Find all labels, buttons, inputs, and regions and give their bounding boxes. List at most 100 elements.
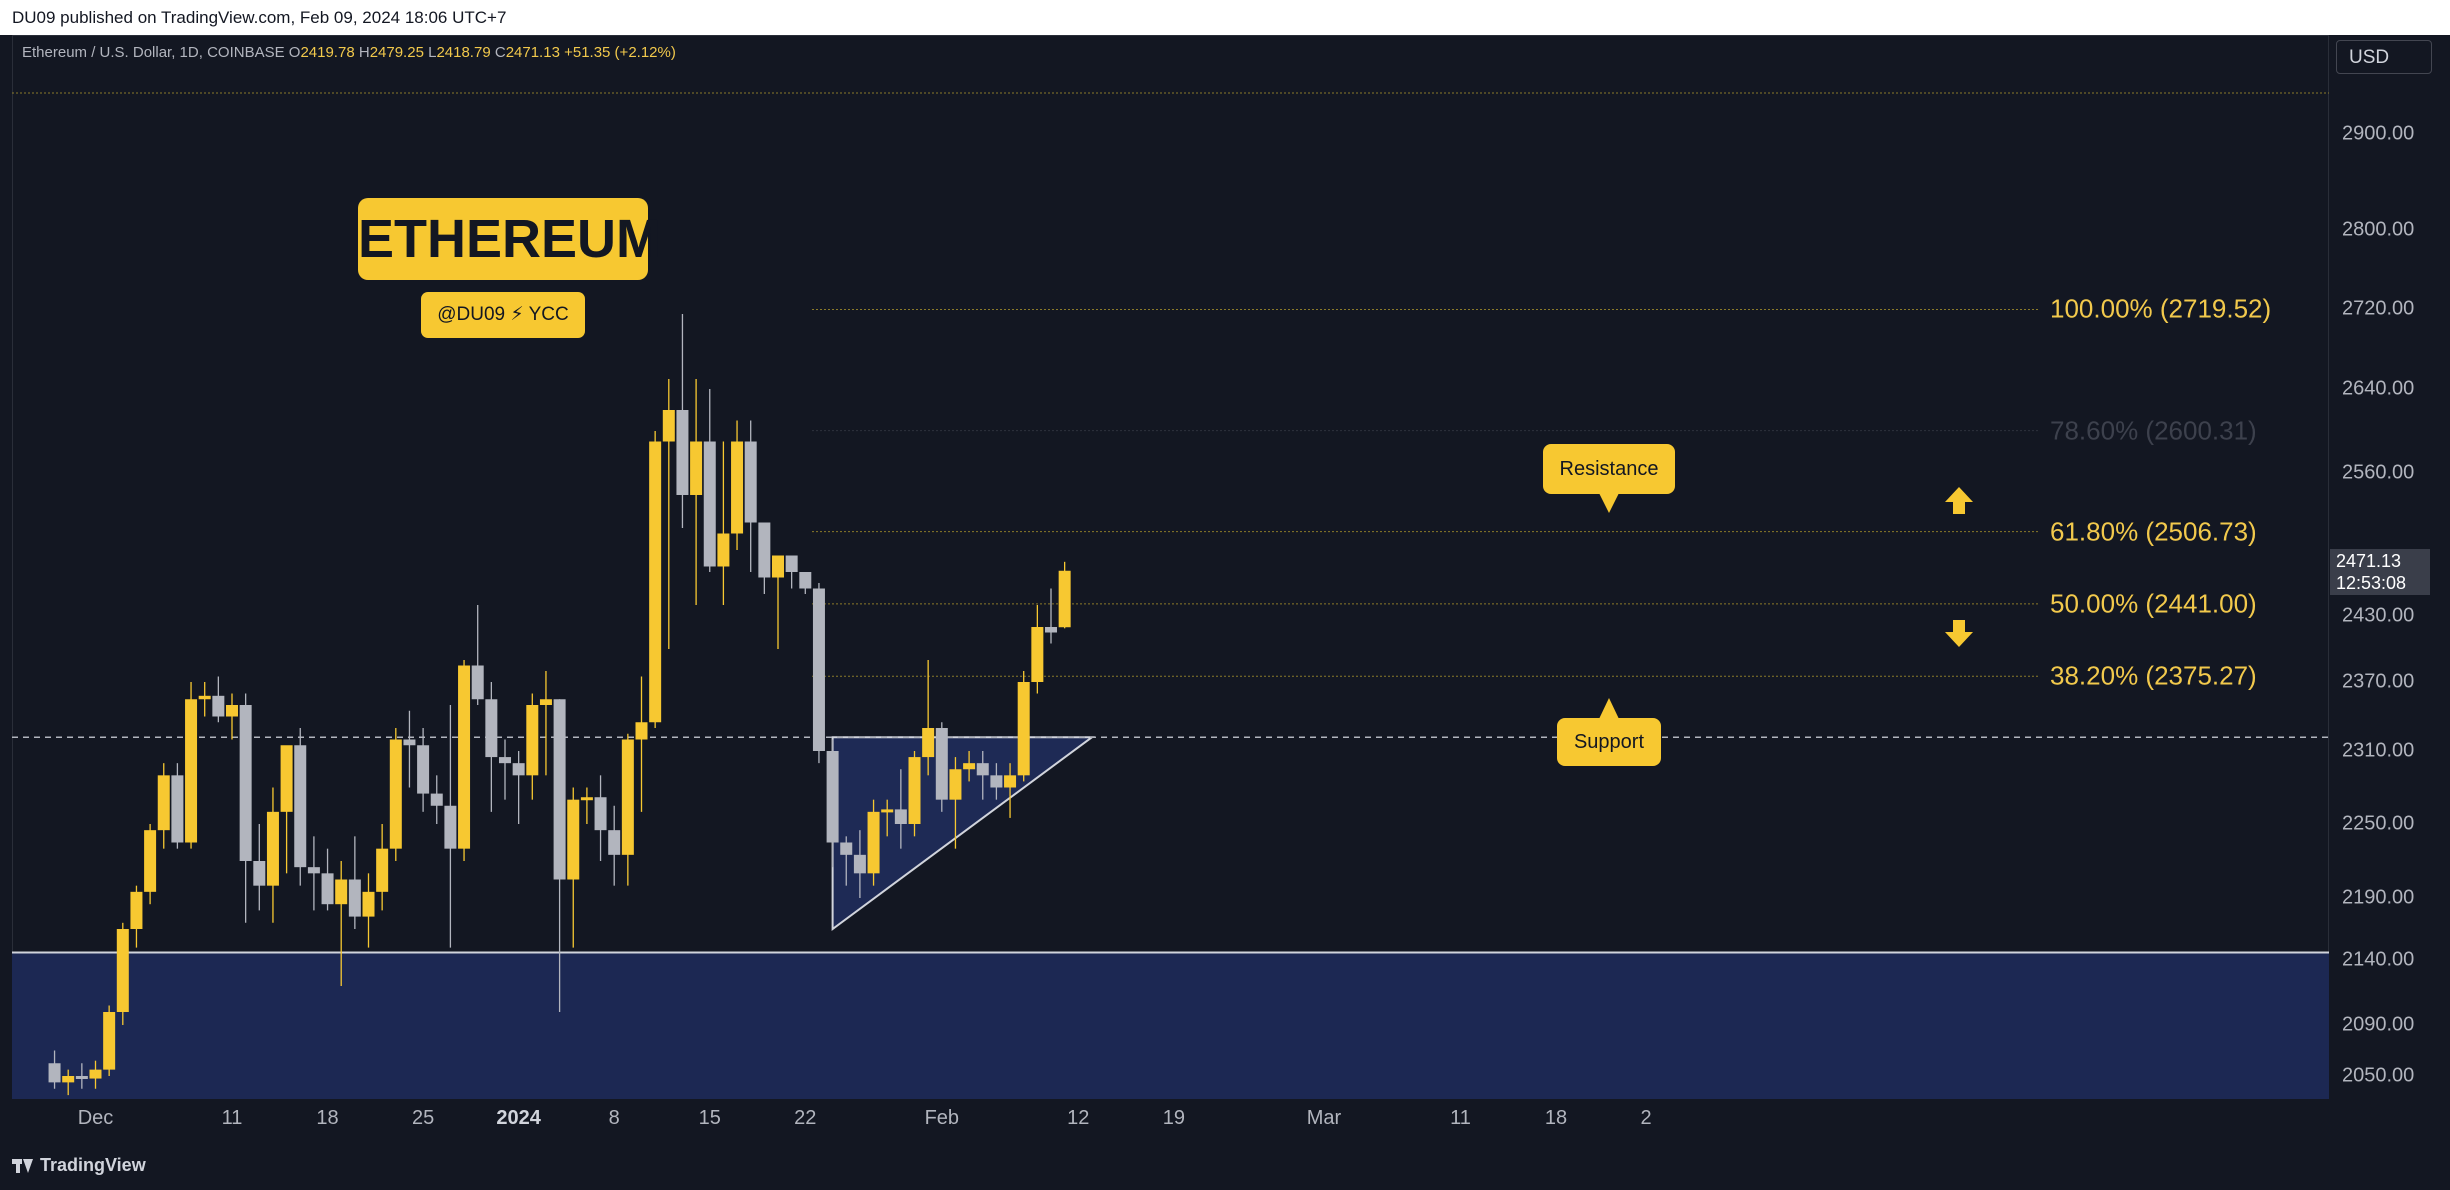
candle-body[interactable] — [894, 809, 907, 824]
published-line: DU09 published on TradingView.com, Feb 0… — [12, 8, 507, 27]
candle-body[interactable] — [485, 699, 498, 758]
price-tick: 2560.00 — [2342, 461, 2415, 484]
candle-body[interactable] — [676, 410, 689, 495]
candle-body[interactable] — [826, 751, 839, 843]
candle-body[interactable] — [144, 830, 157, 892]
candle-body[interactable] — [731, 441, 744, 534]
candle-body[interactable] — [226, 705, 238, 717]
candle-body[interactable] — [526, 705, 539, 776]
fib-label: 61.80% (2506.73) — [2050, 516, 2257, 547]
candle-body[interactable] — [539, 699, 552, 705]
candle-body[interactable] — [403, 739, 416, 746]
candle-body[interactable] — [458, 665, 471, 849]
candle-body[interactable] — [717, 533, 730, 567]
candle-body[interactable] — [321, 873, 334, 905]
candle-body[interactable] — [690, 441, 703, 496]
candle-body[interactable] — [294, 745, 307, 868]
candle-body[interactable] — [444, 805, 457, 849]
candle-body[interactable] — [348, 879, 361, 917]
candle-body[interactable] — [116, 929, 129, 1012]
candle-body[interactable] — [1031, 627, 1044, 682]
candle-body[interactable] — [185, 699, 198, 843]
candle-body[interactable] — [1045, 627, 1057, 633]
candle-body[interactable] — [922, 728, 935, 758]
close-key: C — [494, 44, 506, 61]
date-tick: 2024 — [496, 1107, 541, 1129]
candle-body[interactable] — [976, 763, 989, 776]
candle-body[interactable] — [471, 665, 484, 700]
candle-body[interactable] — [799, 572, 812, 589]
fibonacci-lines — [812, 308, 2040, 677]
open-value: 2419.78 — [300, 44, 355, 61]
candle-body[interactable] — [608, 830, 621, 855]
date-tick: 8 — [608, 1107, 620, 1129]
candle-body[interactable] — [881, 809, 894, 813]
arrow-down-icon — [1945, 620, 1973, 647]
fib-label: 100.00% (2719.52) — [2050, 293, 2272, 324]
symbol-name: Ethereum / U.S. Dollar, 1D, COINBASE — [22, 44, 285, 61]
date-axis[interactable]: Dec 11 18 25 2024 8 15 22 Feb 12 19 Mar 11 18 2 — [12, 1099, 2329, 1139]
candle-body[interactable] — [171, 775, 184, 843]
candle-body[interactable] — [812, 588, 825, 752]
candle-body[interactable] — [62, 1076, 75, 1083]
candle-body[interactable] — [949, 769, 962, 800]
candle-body[interactable] — [1058, 570, 1071, 628]
candle-body[interactable] — [499, 757, 511, 764]
candle-body[interactable] — [75, 1076, 88, 1079]
candle-body[interactable] — [935, 728, 948, 800]
candle-body[interactable] — [362, 891, 375, 917]
date-tick: Mar — [1306, 1107, 1342, 1129]
date-tick: 12 — [1067, 1107, 1090, 1129]
price-tick: 2720.00 — [2342, 297, 2415, 320]
candle-body[interactable] — [580, 797, 593, 801]
candle-body[interactable] — [840, 842, 853, 855]
candle-body[interactable] — [130, 891, 143, 929]
candle-body[interactable] — [553, 699, 566, 880]
candle-body[interactable] — [198, 695, 211, 700]
candle-body[interactable] — [512, 763, 525, 776]
candle-body[interactable] — [157, 775, 170, 831]
candle-body[interactable] — [212, 695, 225, 717]
candle-body[interactable] — [89, 1069, 102, 1079]
price-axis[interactable]: 2900.00 2800.00 2720.00 2640.00 2560.00 2430.… — [2330, 35, 2450, 1099]
tradingview-footer[interactable]: TradingView — [12, 1155, 146, 1176]
candle-body[interactable] — [908, 757, 921, 824]
candle-body[interactable] — [307, 867, 320, 874]
price-tick: 2900.00 — [2342, 122, 2415, 145]
support-zone — [12, 952, 2329, 1099]
candle-body[interactable] — [1004, 775, 1017, 788]
candle-body[interactable] — [253, 861, 266, 886]
candle-body[interactable] — [703, 441, 716, 567]
candle-body[interactable] — [280, 745, 293, 812]
currency-selector[interactable]: USD — [2336, 40, 2432, 74]
candle-body[interactable] — [266, 811, 279, 886]
candle-body[interactable] — [567, 799, 580, 880]
candle-body[interactable] — [963, 763, 976, 770]
price-tick: 2250.00 — [2342, 812, 2415, 835]
candle-body[interactable] — [389, 739, 402, 849]
candle-body[interactable] — [1017, 682, 1030, 776]
candle-body[interactable] — [594, 797, 607, 831]
candle-body[interactable] — [48, 1063, 61, 1083]
candle-body[interactable] — [867, 811, 880, 874]
candle-body[interactable] — [103, 1012, 116, 1070]
candle-body[interactable] — [335, 879, 348, 905]
candle-body[interactable] — [744, 441, 757, 523]
candle-body[interactable] — [758, 522, 771, 578]
candle-body[interactable] — [785, 555, 798, 573]
candle-body[interactable] — [430, 793, 443, 806]
candle-body[interactable] — [635, 722, 648, 740]
support-callout: Support — [1557, 698, 1661, 766]
candle-body[interactable] — [239, 705, 252, 861]
candle-body[interactable] — [376, 848, 389, 892]
candle-body[interactable] — [853, 854, 866, 874]
candle-body[interactable] — [662, 410, 675, 442]
candle-body[interactable] — [417, 745, 430, 794]
candle-body[interactable] — [772, 555, 784, 578]
last-price-value: 2471.13 — [2336, 550, 2402, 571]
candle-body[interactable] — [621, 739, 634, 855]
low-key: L — [428, 44, 437, 61]
candle-body[interactable] — [649, 441, 662, 723]
candle-body[interactable] — [990, 775, 1003, 788]
